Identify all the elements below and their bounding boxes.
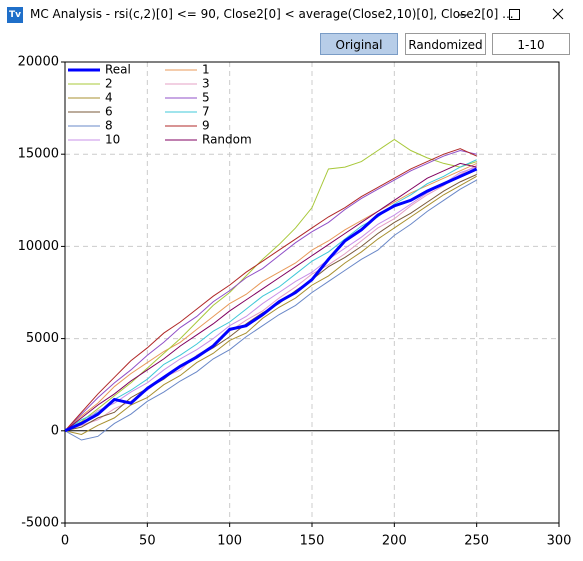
legend-label: 10 bbox=[105, 133, 120, 147]
window-title: MC Analysis - rsi(c,2)[0] <= 90, Close2[… bbox=[30, 7, 514, 21]
series-line bbox=[65, 148, 477, 432]
series-line bbox=[65, 167, 478, 433]
series-line bbox=[65, 162, 477, 432]
x-tick-label: 100 bbox=[217, 534, 242, 549]
series-line bbox=[65, 166, 477, 432]
series-line bbox=[65, 175, 477, 436]
y-tick-label: 15000 bbox=[18, 147, 59, 162]
legend-label: 5 bbox=[202, 91, 210, 105]
x-tick-label: 300 bbox=[547, 534, 572, 549]
legend-label: 2 bbox=[105, 77, 113, 91]
title-bar: Tv MC Analysis - rsi(c,2)[0] <= 90, Clos… bbox=[0, 0, 583, 30]
view-button[interactable]: Randomized bbox=[405, 33, 486, 55]
legend-label: 1 bbox=[202, 63, 210, 77]
legend-label: Real bbox=[105, 63, 131, 77]
view-button[interactable]: Original bbox=[320, 33, 398, 55]
x-tick-label: 50 bbox=[139, 534, 156, 549]
x-tick-label: 150 bbox=[300, 534, 325, 549]
x-tick-label: 200 bbox=[382, 534, 407, 549]
x-tick-label: 0 bbox=[61, 534, 69, 549]
y-tick-label: 5000 bbox=[26, 331, 59, 346]
legend-label: 4 bbox=[105, 91, 113, 105]
legend-label: Random bbox=[202, 133, 252, 147]
x-tick-label: 250 bbox=[464, 534, 489, 549]
legend-label: 3 bbox=[202, 77, 210, 91]
maximize-button[interactable] bbox=[509, 9, 520, 20]
view-button[interactable]: 1-10 bbox=[492, 33, 570, 55]
plot-frame bbox=[64, 61, 560, 524]
lines bbox=[65, 138, 478, 441]
y-tick-label: -5000 bbox=[21, 516, 59, 531]
series-line bbox=[65, 149, 477, 432]
legend-label: 8 bbox=[105, 119, 113, 133]
series-line bbox=[65, 162, 477, 432]
series-line bbox=[65, 159, 477, 432]
series-line bbox=[65, 138, 477, 432]
close-button[interactable] bbox=[552, 8, 564, 20]
legend-label: 7 bbox=[202, 105, 210, 119]
app-icon: Tv bbox=[7, 7, 23, 23]
legend-label: 9 bbox=[202, 119, 210, 133]
y-tick-label: 10000 bbox=[18, 239, 59, 254]
legend-label: 6 bbox=[105, 105, 113, 119]
series-line bbox=[65, 179, 477, 441]
y-tick-label: 20000 bbox=[18, 55, 59, 70]
window-controls bbox=[458, 8, 564, 20]
y-tick-label: 0 bbox=[51, 423, 59, 438]
